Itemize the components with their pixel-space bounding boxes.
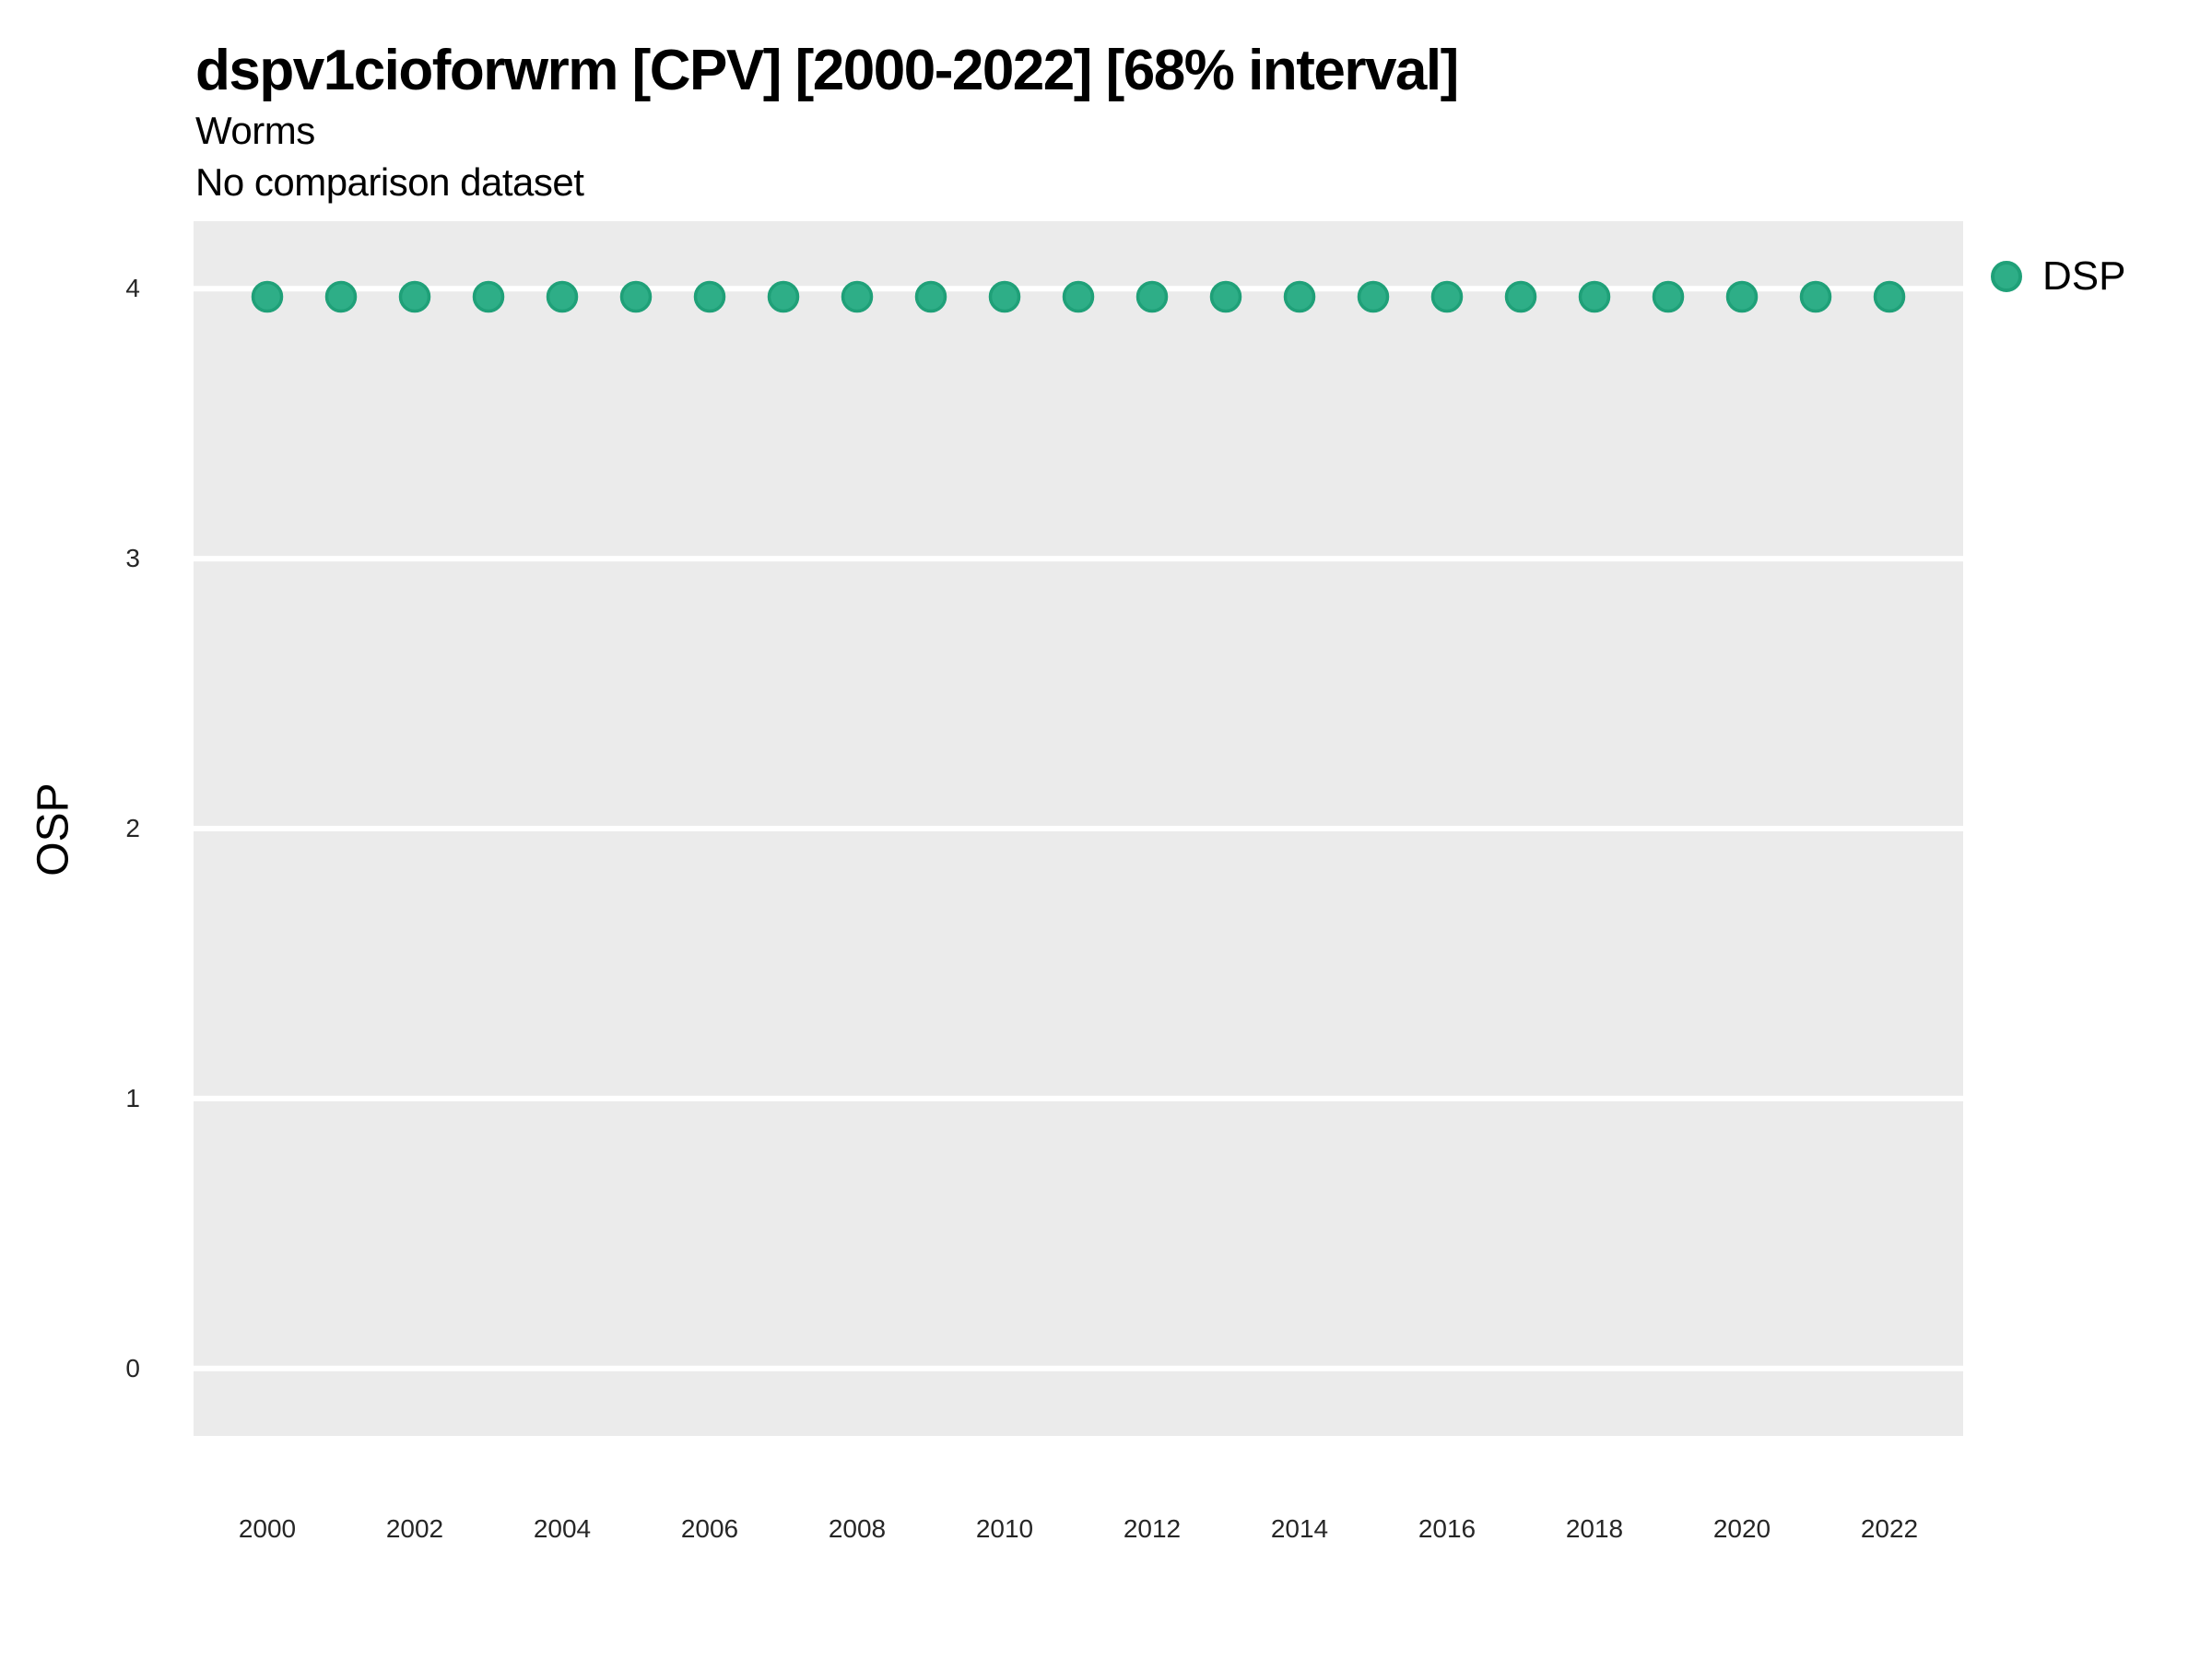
y-tick-label-3: 3 (125, 544, 140, 573)
data-point (1799, 280, 1832, 313)
x-tick-label-2010: 2010 (975, 1514, 1034, 1543)
legend-point-icon (1991, 261, 2022, 292)
data-point (1578, 280, 1611, 313)
data-point (841, 280, 874, 313)
x-tick-label-2022: 2022 (1860, 1514, 1919, 1543)
data-point (1873, 280, 1906, 313)
x-tick-label-2008: 2008 (828, 1514, 887, 1543)
data-point (251, 280, 284, 313)
data-point (546, 280, 579, 313)
legend-label: DSP (2042, 253, 2126, 299)
data-point (1062, 280, 1095, 313)
data-point (988, 280, 1021, 313)
data-point (1725, 280, 1759, 313)
x-tick-label-2004: 2004 (533, 1514, 592, 1543)
legend: DSP (1991, 254, 2125, 299)
comparison-note: No comparison dataset (195, 160, 584, 204)
x-tick-label-2020: 2020 (1712, 1514, 1771, 1543)
data-point (914, 280, 947, 313)
data-point (693, 280, 726, 313)
y-tick-label-4: 4 (125, 274, 140, 303)
data-point (619, 280, 653, 313)
x-tick-label-2006: 2006 (680, 1514, 739, 1543)
x-tick-label-2012: 2012 (1123, 1514, 1182, 1543)
data-point (472, 280, 505, 313)
x-tick-label-2014: 2014 (1270, 1514, 1329, 1543)
chart-subtitle: Worms (195, 109, 315, 152)
data-point (1652, 280, 1685, 313)
y-tick-label-1: 1 (125, 1083, 140, 1112)
x-tick-label-2016: 2016 (1418, 1514, 1477, 1543)
data-point (1357, 280, 1390, 313)
data-point (1430, 280, 1464, 313)
y-tick-label-2: 2 (125, 814, 140, 842)
chart-title: dspv1cioforwrm [CPV] [2000-2022] [68% in… (195, 39, 1459, 102)
y-tick-label-0: 0 (125, 1353, 140, 1382)
data-point (1135, 280, 1169, 313)
data-point (1209, 280, 1242, 313)
data-point (767, 280, 800, 313)
data-point (324, 280, 358, 313)
data-point (1504, 280, 1537, 313)
x-tick-label-2002: 2002 (385, 1514, 444, 1543)
x-tick-label-2018: 2018 (1565, 1514, 1624, 1543)
data-point (1283, 280, 1316, 313)
data-point (398, 280, 431, 313)
x-tick-label-2000: 2000 (238, 1514, 297, 1543)
